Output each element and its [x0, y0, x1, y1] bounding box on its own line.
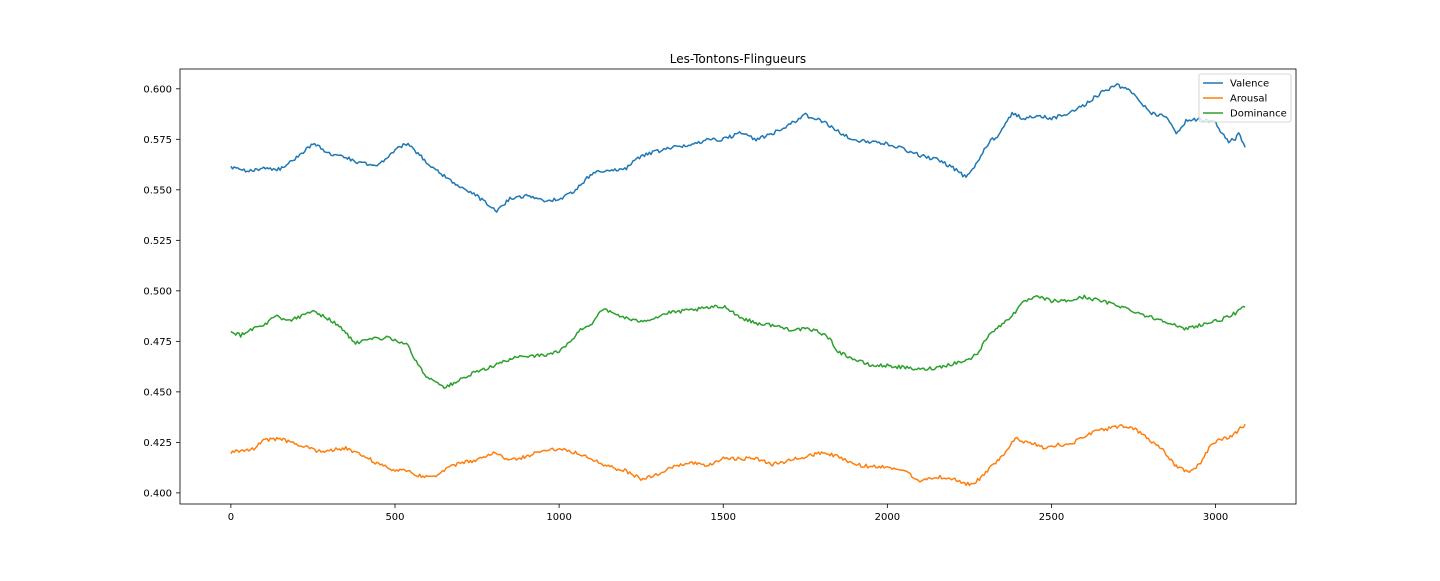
legend-label-arousal: Arousal — [1230, 94, 1267, 105]
x-tick-label: 1000 — [546, 512, 571, 523]
legend-box — [1198, 73, 1292, 123]
y-tick-label: 0.600 — [143, 84, 172, 95]
x-tick-label: 0 — [228, 512, 234, 523]
series-line-valence — [230, 83, 1246, 213]
axes-layer: 0 500 1000 1500 2000 2500 3000 0.400 0.425 0.450 0… — [143, 68, 1297, 523]
x-tick-label: 2000 — [875, 512, 900, 523]
series-line-arousal — [230, 423, 1246, 487]
legend: Valence Arousal Dominance — [1198, 73, 1292, 123]
x-tick-label: 1500 — [711, 512, 736, 523]
plot-frame — [179, 68, 1297, 505]
x-tick-label: 2500 — [1039, 512, 1064, 523]
x-tick-label: 3000 — [1203, 512, 1228, 523]
y-tick-label: 0.575 — [143, 135, 172, 146]
y-tick-label: 0.425 — [143, 438, 172, 449]
x-tick-label: 500 — [385, 512, 404, 523]
y-tick-label: 0.550 — [143, 185, 172, 196]
y-tick-label: 0.400 — [143, 488, 172, 499]
series-line-dominance — [230, 294, 1246, 390]
legend-label-dominance: Dominance — [1230, 109, 1287, 120]
y-tick-label: 0.475 — [143, 337, 172, 348]
y-tick-label: 0.525 — [143, 236, 172, 247]
y-tick-label: 0.500 — [143, 286, 172, 297]
chart-title: Les-Tontons-Flingueurs — [670, 52, 806, 66]
y-tick-label: 0.450 — [143, 387, 172, 398]
series-layer — [230, 83, 1246, 487]
legend-label-valence: Valence — [1230, 79, 1269, 90]
